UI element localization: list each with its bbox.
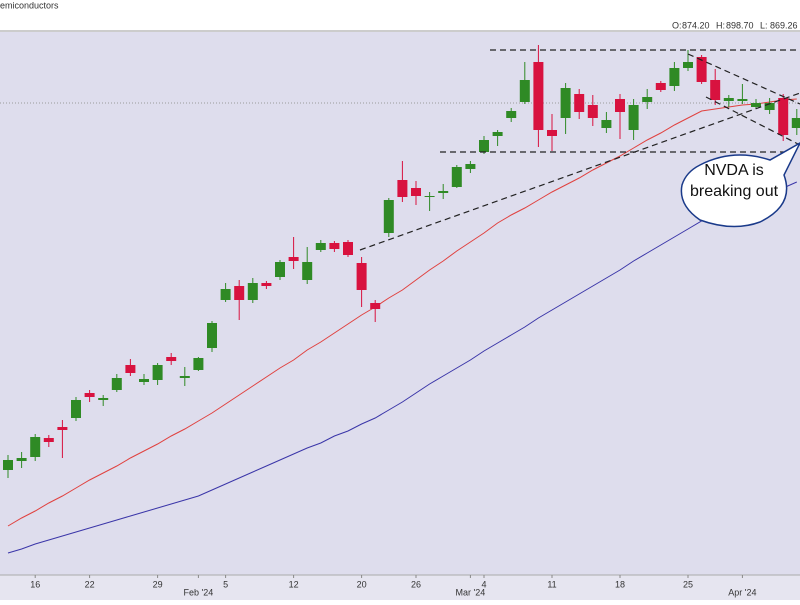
candle-body <box>71 400 81 418</box>
candle-body <box>451 167 462 187</box>
candle-body <box>615 99 625 112</box>
x-tick-label: Feb '24 <box>184 587 214 597</box>
x-tick-label: 29 <box>153 579 163 589</box>
candle-body <box>220 289 231 300</box>
ohlc-value: 874.20 <box>682 20 710 30</box>
candle-body <box>424 196 435 197</box>
candle-body <box>16 458 27 461</box>
candle-body <box>152 365 163 380</box>
chart-title: emiconductors <box>0 0 59 10</box>
candle-body <box>669 68 680 86</box>
candle-body <box>397 180 408 197</box>
candle-body <box>519 80 530 102</box>
x-tick-label: 5 <box>223 579 228 589</box>
candle-body <box>683 62 693 68</box>
candle-body <box>737 99 748 101</box>
candle-body <box>57 427 68 430</box>
x-tick-label: Mar '24 <box>456 587 486 597</box>
x-tick-label: 20 <box>357 579 367 589</box>
candle-body <box>791 118 800 128</box>
moving-average <box>7 98 797 527</box>
candle-body <box>139 379 149 382</box>
ohlc-value: 898.70 <box>726 20 754 30</box>
candle-body <box>547 130 557 136</box>
candle-body <box>751 103 761 107</box>
x-tick-label: Apr '24 <box>728 587 756 597</box>
ohlc-header: O: 874.20 H: 898.70 L: 869.26 <box>672 20 798 30</box>
candle-body <box>356 263 367 290</box>
candle-body <box>411 188 421 196</box>
candle-body <box>533 62 544 130</box>
candle-body <box>587 105 598 118</box>
callout-text: NVDA is breaking out <box>689 162 779 200</box>
x-tick-label: 11 <box>547 579 556 589</box>
candle-body <box>574 94 585 112</box>
x-tick-label: 12 <box>289 579 299 589</box>
x-tick-label: 4 <box>481 579 486 589</box>
candle-body <box>710 80 721 100</box>
plot <box>3 45 800 578</box>
x-tick-label: 26 <box>411 579 421 589</box>
candle-body <box>84 393 95 397</box>
candle-body <box>111 378 122 390</box>
candle-body <box>329 243 340 249</box>
candle-body <box>778 98 789 135</box>
x-tick-label: 22 <box>85 579 95 589</box>
candle-body <box>3 460 13 470</box>
candle-body <box>207 323 217 348</box>
candle-body <box>628 105 639 130</box>
trendlines <box>359 49 800 251</box>
candle-body <box>655 83 666 90</box>
candle-body <box>479 140 489 152</box>
candle-body <box>247 283 258 300</box>
ohlc-label: H: <box>716 20 725 30</box>
x-tick-label: 18 <box>615 579 625 589</box>
candle-body <box>438 191 449 193</box>
candle-body <box>288 257 299 261</box>
x-tick-label: 25 <box>683 579 693 589</box>
x-axis-area <box>0 575 800 600</box>
ohlc-label: L: <box>760 20 768 30</box>
plot-area <box>0 32 800 575</box>
channel-bottom <box>705 96 800 146</box>
ohlc-value: 869.26 <box>770 20 798 30</box>
candle-body <box>506 111 517 118</box>
candle-body <box>43 438 54 442</box>
x-tick-label: 16 <box>30 579 40 589</box>
candle-body <box>315 243 326 250</box>
candle-body <box>383 200 394 233</box>
candle-body <box>343 242 353 255</box>
candle-body <box>642 97 653 102</box>
candle-body <box>370 303 381 309</box>
moving-average <box>7 181 798 554</box>
candle-body <box>179 376 190 378</box>
channel-top <box>687 53 800 105</box>
candle-body <box>261 283 272 286</box>
candle-body <box>560 88 571 118</box>
candle-body <box>125 365 136 373</box>
candle-body <box>465 164 476 169</box>
candle-body <box>601 120 612 128</box>
candle-body <box>696 57 707 82</box>
candle-body <box>98 398 109 400</box>
candle-body <box>302 262 313 280</box>
candle-body <box>193 358 204 370</box>
candle-body <box>275 262 285 277</box>
candle-body <box>764 103 775 110</box>
candle-body <box>166 357 177 361</box>
candle-body <box>234 286 245 300</box>
candle-body <box>723 98 734 101</box>
callout-bubble <box>680 142 800 228</box>
rising-trendline <box>359 92 800 251</box>
candle-body <box>492 132 503 136</box>
ohlc-label: O: <box>672 20 682 30</box>
candle-body <box>30 437 41 457</box>
